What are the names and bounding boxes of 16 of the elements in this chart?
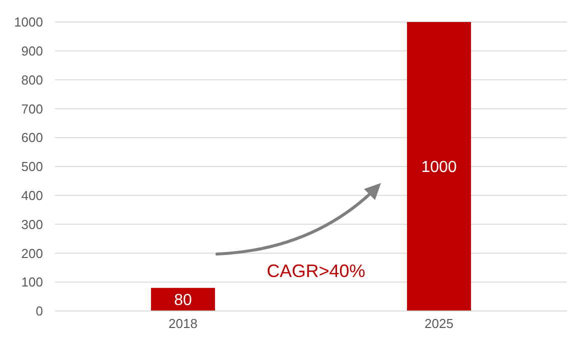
y-tick-label: 500 <box>21 159 43 174</box>
data-label: 80 <box>174 292 192 310</box>
data-label: 1000 <box>421 159 457 176</box>
annotation: CAGR>40% <box>266 261 366 281</box>
y-tick-label: 700 <box>21 101 43 116</box>
y-tick-label: 1000 <box>14 14 43 30</box>
y-tick-label: 100 <box>21 274 43 290</box>
y-tick-label: 900 <box>21 43 43 58</box>
x-tick-label: 2018 <box>168 316 198 331</box>
y-tick-label: 0 <box>36 304 43 319</box>
y-tick-label: 400 <box>21 188 43 203</box>
y-tick-label: 800 <box>21 72 43 88</box>
x-tick-label: 2025 <box>424 316 454 331</box>
y-tick-label: 300 <box>21 216 43 232</box>
y-tick-label: 200 <box>21 246 43 261</box>
y-tick-label: 600 <box>21 130 43 146</box>
